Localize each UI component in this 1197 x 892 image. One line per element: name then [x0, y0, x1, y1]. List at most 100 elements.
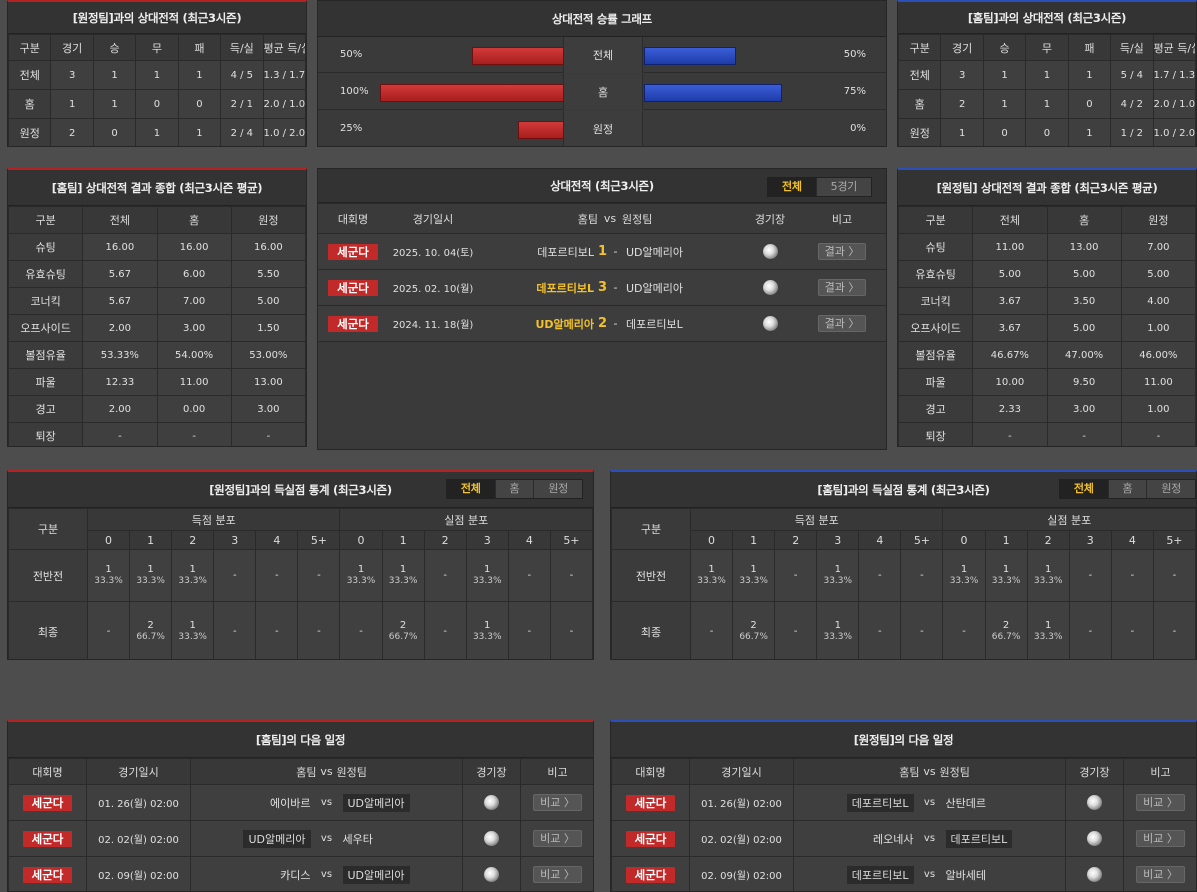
col-header: 홈	[1046, 206, 1122, 234]
score-sep: -	[610, 317, 622, 330]
league-badge[interactable]: 세군다	[328, 243, 378, 260]
cell-value: 5.00	[230, 287, 306, 315]
stadium-ball-icon[interactable]	[762, 280, 778, 295]
dist-count: 2	[1002, 620, 1010, 631]
dist-count: -	[962, 625, 966, 637]
dist-count: 2	[147, 620, 154, 631]
home-cell: 카디스	[190, 856, 317, 891]
dist-cell: -	[339, 601, 383, 659]
col-header: 구분	[8, 34, 52, 61]
compare-button[interactable]: 비교 〉	[533, 866, 582, 883]
tab-all[interactable]: 전체	[446, 480, 495, 498]
league-badge[interactable]: 세군다	[328, 279, 378, 296]
bucket-row: 0 1 2 3 4 5+ 0 1 2 3 4 5+	[9, 530, 593, 550]
cell-value: 1	[135, 118, 179, 146]
compare-button[interactable]: 비교 〉	[1136, 866, 1185, 883]
dist-count: 1	[708, 564, 715, 575]
dist-cell: -	[213, 549, 257, 602]
dist-cell: -	[423, 549, 467, 602]
schedule-row: 세군다 02. 09(월) 02:00 카디스 vs UD알메리아 비교 〉	[8, 856, 593, 891]
cell-value: 5.50	[230, 260, 306, 288]
col-header: 패	[1067, 34, 1112, 61]
venue-cell	[462, 820, 521, 857]
stadium-ball-icon[interactable]	[762, 316, 778, 331]
note-cell: 비교 〉	[520, 856, 593, 891]
result-button[interactable]: 결과 〉	[817, 243, 867, 260]
match-date: 2024. 11. 18(월)	[388, 305, 478, 342]
result-button[interactable]: 결과 〉	[817, 315, 867, 332]
tab-all[interactable]: 전체	[1059, 480, 1108, 498]
col-header: 득/실	[1110, 34, 1154, 61]
dist-count: -	[317, 569, 321, 581]
league-badge[interactable]: 세군다	[625, 830, 676, 847]
stadium-ball-icon[interactable]	[1087, 831, 1102, 846]
dist-count: -	[793, 625, 798, 637]
tab-away[interactable]: 원정	[533, 480, 582, 498]
stadium-ball-icon[interactable]	[484, 867, 499, 882]
tab-home[interactable]: 홈	[1107, 480, 1147, 498]
stadium-ball-icon[interactable]	[484, 831, 499, 846]
note-cell: 비교 〉	[1123, 856, 1196, 891]
tab-home[interactable]: 홈	[494, 480, 534, 498]
cell-value: 5.00	[1120, 260, 1196, 288]
cell-value: 16.00	[230, 233, 306, 261]
league-cell: 세군다	[611, 784, 690, 821]
league-cell: 세군다	[318, 305, 388, 342]
stadium-ball-icon[interactable]	[762, 244, 778, 259]
right-percent: 50%	[843, 49, 866, 60]
stadium-ball-icon[interactable]	[1087, 867, 1102, 882]
dist-count: 1	[1002, 564, 1010, 575]
venue-cell	[462, 856, 521, 891]
league-badge[interactable]: 세군다	[22, 794, 73, 811]
row-label: 유효슈팅	[8, 260, 84, 288]
col-header-date: 경기일시	[388, 203, 478, 234]
league-badge[interactable]: 세군다	[22, 830, 73, 847]
dist-count: 2	[750, 620, 757, 631]
result-button[interactable]: 결과 〉	[817, 279, 867, 296]
tab-5games[interactable]: 5경기	[815, 178, 871, 196]
vs-cell: vs	[316, 856, 337, 891]
tab-away[interactable]: 원정	[1146, 480, 1195, 498]
compare-button[interactable]: 비교 〉	[1136, 830, 1185, 847]
league-badge[interactable]: 세군다	[328, 315, 378, 332]
cell-value: 1 / 2	[1110, 118, 1154, 146]
header-row: 대회명 경기일시 홈팀 vs 원정팀 경기장 비고	[611, 758, 1196, 785]
dist-cell: 1 33.3%	[86, 549, 131, 602]
away-cell: 세우타	[336, 820, 463, 857]
home-cell: UD알메리아	[190, 820, 317, 857]
dist-count: -	[527, 625, 532, 637]
graph-label-cell: 홈	[563, 74, 643, 110]
row-label: 최종	[611, 601, 691, 659]
dist-count: -	[1172, 625, 1177, 637]
league-badge[interactable]: 세군다	[22, 866, 73, 883]
goals-away-header: [원정팀]과의 득실점 통계 (최근3시즌) 전체 홈 원정	[8, 472, 593, 508]
tab-all[interactable]: 전체	[768, 178, 816, 196]
league-badge[interactable]: 세군다	[625, 866, 676, 883]
next-home-panel: [홈팀]의 다음 일정 대회명 경기일시 홈팀 vs 원정팀 경기장 비고 세군다 01. 26…	[7, 720, 594, 892]
dist-cell: 1 33.3%	[339, 549, 383, 602]
schedule-row: 세군다 01. 26(월) 02:00 에이바르 vs UD알메리아 비교 〉	[8, 784, 593, 821]
table-row: 퇴장 - - -	[8, 422, 306, 446]
compare-button[interactable]: 비교 〉	[533, 830, 582, 847]
stadium-ball-icon[interactable]	[484, 795, 499, 810]
cell-value: 5.00	[1046, 314, 1122, 342]
table-row: 볼점유율 46.67% 47.00% 46.00%	[898, 341, 1196, 369]
league-badge[interactable]: 세군다	[625, 794, 676, 811]
cell-value: -	[82, 422, 158, 446]
dist-cell: 1 33.3%	[171, 549, 215, 602]
stadium-ball-icon[interactable]	[1087, 795, 1102, 810]
bucket-header: 0	[942, 530, 986, 550]
compare-button[interactable]: 비교 〉	[1136, 794, 1185, 811]
away-summary-panel: [원정팀] 상대전적 결과 종합 (최근3시즌 평균) 구분 전체 홈 원정 슈팅 11.…	[897, 168, 1197, 447]
note-cell: 결과 〉	[798, 269, 886, 306]
dist-count: -	[793, 569, 798, 581]
col-header: 전체	[972, 206, 1048, 234]
cell-value: 1	[1025, 60, 1069, 90]
compare-button[interactable]: 비교 〉	[533, 794, 582, 811]
cell-value: 3	[940, 60, 984, 90]
home-team: UD알메리아	[243, 829, 311, 848]
